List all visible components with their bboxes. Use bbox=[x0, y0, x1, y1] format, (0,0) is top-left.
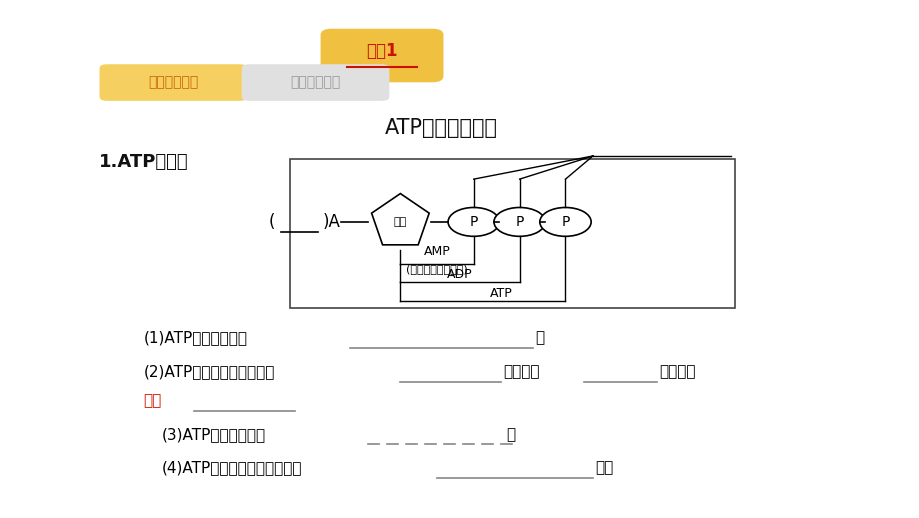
Polygon shape bbox=[371, 194, 428, 245]
Text: P: P bbox=[515, 215, 523, 229]
Text: ADP: ADP bbox=[447, 268, 472, 281]
Text: 。: 。 bbox=[535, 330, 544, 345]
Text: 核糖: 核糖 bbox=[393, 217, 406, 227]
Text: 。: 。 bbox=[505, 427, 515, 442]
FancyBboxPatch shape bbox=[242, 64, 389, 101]
Text: P: P bbox=[561, 215, 569, 229]
Text: 关键能力突破: 关键能力突破 bbox=[290, 76, 340, 90]
Text: 必备知识梳理: 必备知识梳理 bbox=[148, 76, 199, 90]
Text: 1.ATP的结构: 1.ATP的结构 bbox=[98, 153, 188, 171]
Text: )A: )A bbox=[322, 213, 340, 231]
Text: (: ( bbox=[268, 213, 275, 231]
Text: AMP: AMP bbox=[424, 245, 450, 258]
Circle shape bbox=[539, 208, 591, 236]
Text: (4)ATP中的能量：主要储存在: (4)ATP中的能量：主要储存在 bbox=[162, 460, 302, 475]
Circle shape bbox=[494, 208, 545, 236]
Text: (2)ATP的化学组成：一分子: (2)ATP的化学组成：一分子 bbox=[143, 364, 275, 379]
FancyBboxPatch shape bbox=[99, 64, 247, 101]
Text: ATP的结构和作用: ATP的结构和作用 bbox=[385, 118, 497, 138]
Text: 和三分子: 和三分子 bbox=[658, 364, 695, 379]
Text: (3)ATP的结构简式：: (3)ATP的结构简式： bbox=[162, 427, 266, 442]
Bar bbox=[290, 159, 734, 308]
Text: 考点1: 考点1 bbox=[366, 42, 397, 61]
Text: ATP: ATP bbox=[490, 287, 512, 300]
Text: (1)ATP的元素组成：: (1)ATP的元素组成： bbox=[143, 330, 247, 345]
Text: P: P bbox=[469, 215, 478, 229]
FancyBboxPatch shape bbox=[320, 28, 443, 82]
Circle shape bbox=[448, 208, 499, 236]
Text: 磷！: 磷！ bbox=[143, 393, 162, 408]
Text: ，一分子: ，一分子 bbox=[503, 364, 539, 379]
Text: (腺嘌呤核糖核苷酸): (腺嘌呤核糖核苷酸) bbox=[406, 264, 468, 275]
Text: 中。: 中。 bbox=[595, 460, 612, 475]
